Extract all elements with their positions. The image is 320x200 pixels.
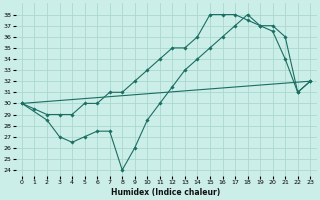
X-axis label: Humidex (Indice chaleur): Humidex (Indice chaleur) <box>111 188 221 197</box>
